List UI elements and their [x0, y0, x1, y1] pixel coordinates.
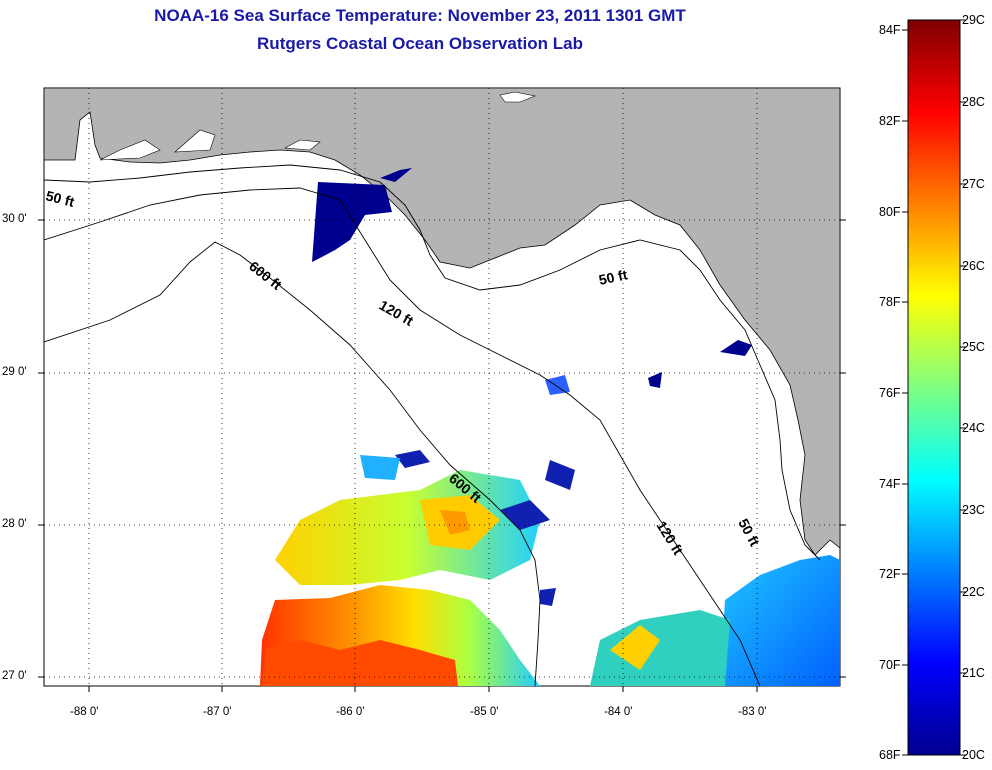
colorbar-label-c: 20C [962, 748, 985, 762]
colorbar-label-f: 78F [879, 295, 901, 309]
land-mass [44, 88, 840, 556]
colorbar-label-f: 72F [879, 567, 901, 581]
colorbar-label-f: 82F [879, 114, 901, 128]
lat-label: 29 0' [2, 366, 27, 378]
lon-label: -86 0' [336, 706, 365, 718]
colorbar-label-f: 68F [879, 748, 901, 762]
colorbar-label-c: 25C [962, 340, 985, 354]
contour-600ft [44, 241, 541, 686]
colorbar [907, 19, 961, 756]
colorbar-label-c: 24C [962, 421, 985, 435]
lon-label: -85 0' [470, 706, 499, 718]
colorbar-label-c: 21C [962, 666, 985, 680]
lat-label: 28 0' [2, 518, 27, 530]
axis-ticks [38, 219, 846, 692]
colorbar-label-c: 28C [962, 95, 985, 109]
lon-label: -88 0' [70, 706, 99, 718]
colorbar-label-c: 23C [962, 503, 985, 517]
colorbar-label-f: 76F [879, 386, 901, 400]
contour-label: 50 ft [44, 187, 76, 210]
contour-50ft-north [44, 164, 821, 561]
colorbar-label-f: 84F [879, 23, 901, 37]
colorbar-label-c: 29C [962, 13, 985, 27]
lon-label: -84 0' [604, 706, 633, 718]
colorbar-label-f: 70F [879, 658, 901, 672]
colorbar-label-c: 26C [962, 259, 985, 273]
colorbar-label-f: 80F [879, 205, 901, 219]
lat-label: 27 0' [2, 670, 27, 682]
contour-120ft [44, 187, 761, 686]
map-title: NOAA-16 Sea Surface Temperature: Novembe… [154, 6, 686, 25]
contour-label: 50 ft [597, 266, 629, 288]
colorbar-label-c: 22C [962, 585, 985, 599]
cold-patch-north [312, 182, 392, 262]
lon-label: -87 0' [203, 706, 232, 718]
sst-cold-region [720, 555, 840, 686]
colorbar-label-f: 74F [879, 477, 901, 491]
lat-label: 30 0' [2, 213, 27, 225]
colorbar-label-c: 27C [962, 177, 985, 191]
lon-label: -83 0' [738, 706, 767, 718]
map-subtitle: Rutgers Coastal Ocean Observation Lab [257, 34, 583, 53]
